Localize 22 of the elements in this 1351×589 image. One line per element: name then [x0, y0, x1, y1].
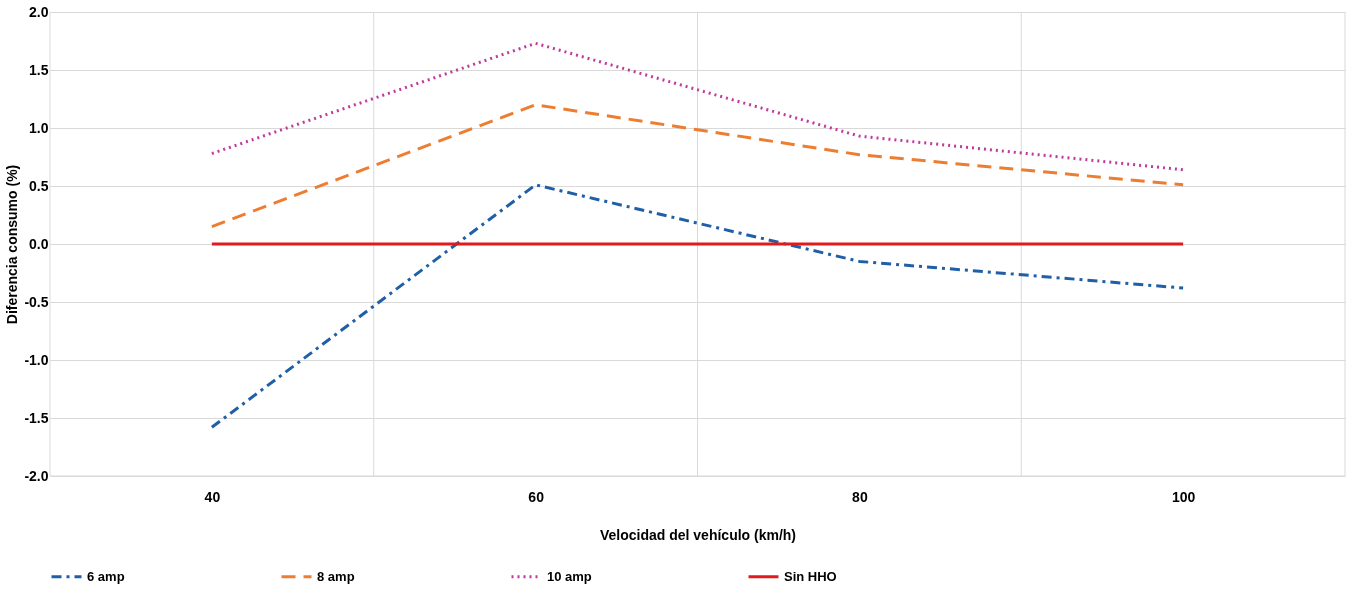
x-tick-label: 60	[528, 488, 545, 505]
line-series	[210, 183, 1185, 429]
y-tick-label: -1.5	[24, 409, 49, 426]
y-tick-label: -1.0	[24, 351, 49, 368]
x-tick-label: 40	[204, 488, 221, 505]
line-series	[210, 103, 1185, 229]
y-axis-title: Diferencia consumo (%)	[4, 164, 21, 325]
x-tick-label: 80	[852, 488, 868, 505]
y-tick-label: 0.0	[29, 235, 49, 252]
x-tick-label: 100	[1171, 488, 1196, 505]
y-tick-label: -2.0	[24, 467, 49, 484]
line-series	[210, 41, 1185, 172]
y-tick-label: 1.0	[29, 119, 49, 136]
y-tick-label: 2.0	[29, 3, 49, 20]
legend-label: 8 amp	[317, 568, 355, 584]
legend-label: 10 amp	[547, 568, 592, 584]
legend-label: 6 amp	[87, 568, 125, 584]
x-axis-title: Velocidad del vehículo (km/h)	[599, 526, 797, 543]
legend-label: Sin HHO	[784, 568, 837, 584]
y-tick-label: 1.5	[29, 61, 49, 78]
y-tick-label: -0.5	[24, 293, 49, 310]
y-tick-label: 0.5	[29, 177, 49, 194]
